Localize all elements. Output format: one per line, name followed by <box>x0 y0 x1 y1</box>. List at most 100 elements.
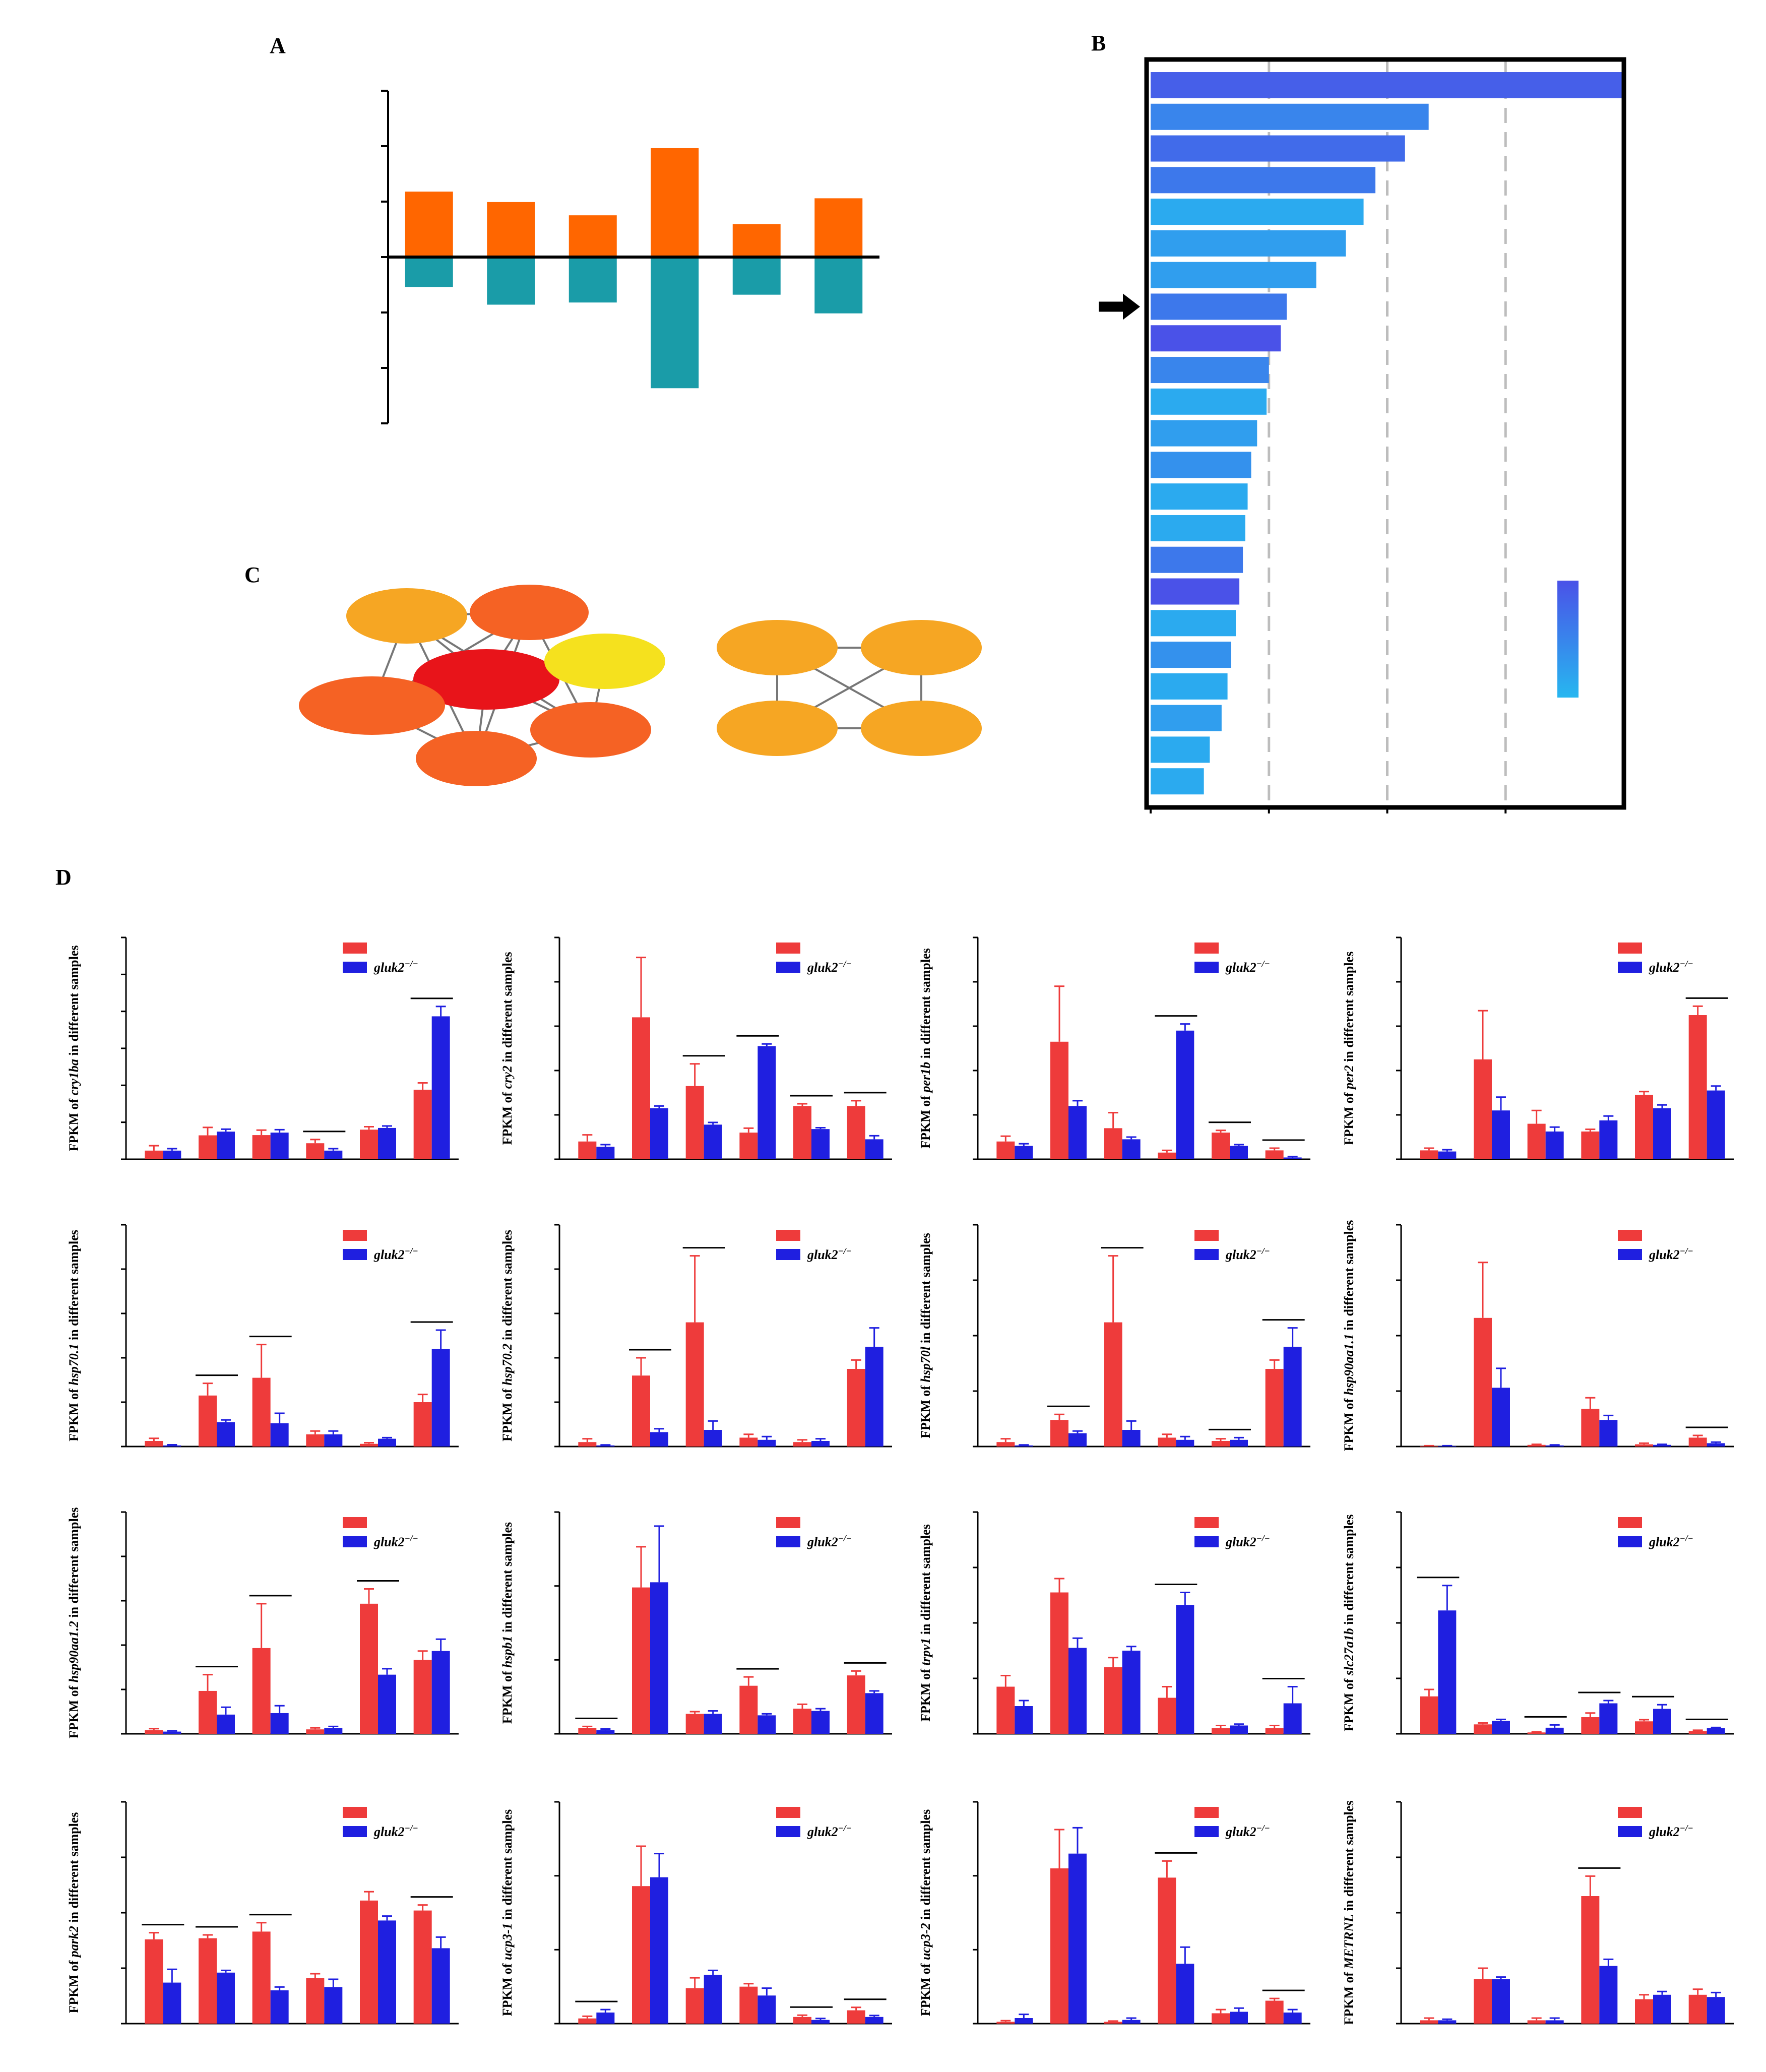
bar-ko <box>324 1987 343 2024</box>
y-title-gene: hsp70l <box>918 1346 933 1383</box>
legend-swatch-wt <box>1194 1517 1219 1528</box>
bar-wt <box>1158 1877 1176 2024</box>
bar-wt <box>632 1587 650 1734</box>
y-title-gene: hsp70.1 <box>67 1344 81 1386</box>
bar-ko <box>1122 1651 1141 1734</box>
y-axis-title: FPKM of per2 in different samples <box>1342 952 1356 1145</box>
legend-swatch-wt <box>1618 943 1642 954</box>
bar-ko <box>1230 1146 1248 1159</box>
bar-down <box>814 257 863 313</box>
y-title-gene: cry1ba <box>67 1059 81 1095</box>
y-title-prefix: FPKM of <box>1342 1089 1356 1145</box>
bar-ko <box>431 1016 450 1159</box>
legend-swatch-ko <box>1194 1536 1219 1547</box>
bar-wt <box>1688 1437 1707 1447</box>
bar-wt <box>1527 1732 1546 1734</box>
bar-down <box>405 257 453 287</box>
network-node <box>544 634 665 689</box>
bar-ko <box>1122 1139 1141 1159</box>
bar-ko <box>1015 2018 1033 2024</box>
subplot-hsp90aa1.1: FPKM of hsp90aa1.1 in different samples g… <box>1342 1220 1734 1451</box>
bar-ko <box>1707 1443 1725 1447</box>
bar-up <box>405 192 453 257</box>
network-node <box>470 585 589 640</box>
legend-label-ko: gluk2−/− <box>1225 1823 1270 1839</box>
legend-swatch-ko <box>343 962 367 973</box>
bar-ko <box>1438 1151 1457 1159</box>
bar-ko <box>758 1715 776 1734</box>
bar-ko <box>1176 1605 1194 1734</box>
go-term-bar <box>1151 768 1204 795</box>
bar-wt <box>996 1442 1015 1447</box>
legend-swatch-wt <box>1194 943 1219 954</box>
bar-wt <box>1104 1128 1122 1159</box>
bar-wt <box>1635 1444 1653 1447</box>
legend-ko-name: gluk2 <box>1649 1247 1680 1262</box>
go-term-bar <box>1151 515 1245 541</box>
bar-ko <box>758 1046 776 1159</box>
bar-wt <box>199 1395 217 1447</box>
bar-ko <box>1122 2020 1141 2024</box>
y-title-gene: cry2 <box>500 1065 515 1089</box>
legend-ko-genotype: −/− <box>838 1823 852 1833</box>
bar-wt <box>739 1685 758 1734</box>
bar-down <box>732 257 781 295</box>
bar-ko <box>1283 1347 1302 1447</box>
bar-wt <box>793 1709 811 1734</box>
legend-label-ko: gluk2−/− <box>1225 1246 1270 1262</box>
bar-wt <box>360 1443 378 1447</box>
bar-wt <box>1688 1731 1707 1734</box>
bar-wt <box>739 1986 758 2024</box>
bar-wt <box>1581 1409 1600 1447</box>
bar-ko <box>1015 1146 1033 1159</box>
go-term-bar <box>1151 72 1624 98</box>
bar-ko <box>163 1731 181 1734</box>
bar-wt <box>360 1129 378 1159</box>
bar-wt <box>793 2017 811 2024</box>
bar-ko <box>1653 1994 1671 2024</box>
bar-wt <box>252 1377 271 1447</box>
y-title-gene: hsp70.2 <box>500 1344 515 1386</box>
bar-ko <box>1492 1110 1510 1159</box>
bar-down <box>651 257 699 389</box>
bar-wt <box>578 1442 597 1447</box>
bar-wt <box>1474 1317 1492 1447</box>
legend-label-ko: gluk2−/− <box>373 959 418 975</box>
bar-wt <box>413 1402 432 1447</box>
go-term-bar <box>1151 705 1222 731</box>
legend-swatch-ko <box>1618 1249 1642 1260</box>
y-title-gene: trpv1 <box>918 1638 933 1666</box>
y-axis-title: FPKM of hsp90aa1.2 in different samples <box>67 1508 81 1739</box>
bar-ko <box>596 1730 615 1734</box>
legend-ko-name: gluk2 <box>1225 1535 1256 1549</box>
legend-ko-name: gluk2 <box>807 960 838 975</box>
bar-ko <box>1283 1157 1302 1159</box>
bar-wt <box>252 1135 271 1159</box>
y-axis-title: FPKM of park2 in different samples <box>67 1812 81 2014</box>
go-term-bar <box>1151 736 1210 763</box>
bar-ko <box>596 1445 615 1447</box>
panel-label-c: C <box>244 562 261 587</box>
bar-wt <box>1420 2020 1438 2024</box>
y-axis-title: FPKM of hspb1 in different samples <box>500 1522 515 1724</box>
go-term-bar <box>1151 610 1236 637</box>
go-term-bar <box>1151 452 1251 478</box>
bar-wt <box>252 1648 271 1734</box>
y-axis-title: FPKM of hsp70l in different samples <box>918 1233 933 1438</box>
legend-ko-name: gluk2 <box>1649 960 1680 975</box>
subplot-cry1ba: FPKM of cry1ba in different samples gluk2… <box>67 936 459 1160</box>
network-node <box>861 620 982 675</box>
bar-wt <box>739 1437 758 1447</box>
bar-ko <box>270 1990 289 2024</box>
bar-up <box>732 224 781 257</box>
network-node <box>416 731 537 786</box>
subplot-slc27a1b: FPKM of slc27a1b in different samples glu… <box>1342 1511 1734 1735</box>
bar-wt <box>360 1603 378 1734</box>
bar-ko <box>1653 1445 1671 1447</box>
bar-ko <box>1176 1439 1194 1447</box>
legend-swatch-ko <box>1194 1826 1219 1837</box>
go-term-bar <box>1151 199 1364 225</box>
legend-swatch-ko <box>1618 1536 1642 1547</box>
bar-wt <box>685 1322 704 1447</box>
